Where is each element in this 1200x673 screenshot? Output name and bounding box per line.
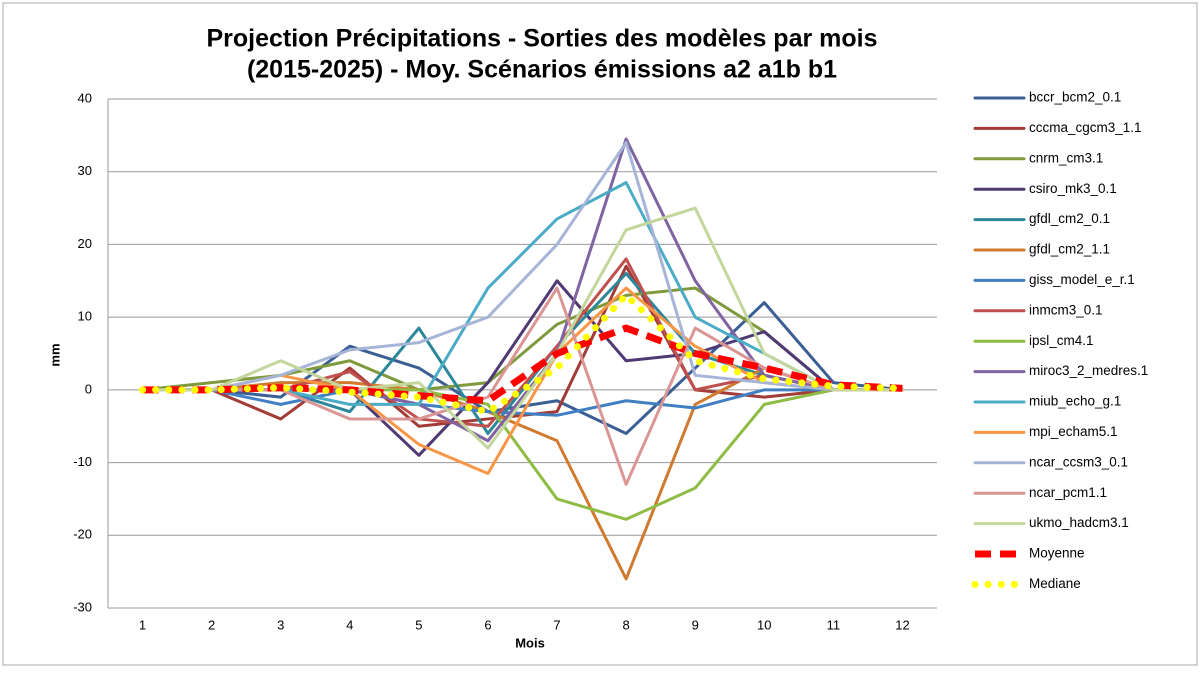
legend-label: bccr_bcm2_0.1	[1029, 90, 1121, 105]
x-tick-label: 2	[208, 617, 215, 632]
y-tick-label: 0	[85, 381, 92, 396]
legend-label: gfdl_cm2_1.1	[1029, 242, 1110, 257]
series-line	[141, 206, 904, 450]
y-tick-label: 10	[78, 309, 92, 324]
y-axis-label: mm	[47, 343, 62, 366]
legend-label: inmcm3_0.1	[1029, 302, 1103, 317]
x-tick-label: 8	[623, 617, 630, 632]
legend-label: ncar_pcm1.1	[1029, 485, 1107, 500]
x-axis-label: Mois	[515, 635, 545, 650]
x-tick-label: 5	[415, 617, 422, 632]
legend-label: miroc3_2_medres.1	[1029, 363, 1148, 378]
y-tick-label: 30	[78, 163, 92, 178]
legend-label: ukmo_hadcm3.1	[1029, 515, 1129, 530]
x-tick-label: 4	[346, 617, 353, 632]
legend-label: ncar_ccsm3_0.1	[1029, 454, 1128, 469]
series-line	[141, 141, 904, 392]
legend-label: Mediane	[1029, 576, 1081, 591]
x-tick-label: 12	[895, 617, 909, 632]
y-tick-label: 40	[78, 90, 92, 105]
series-line	[142, 324, 903, 405]
chart-title: (2015-2025) - Moy. Scénarios émissions a…	[247, 56, 837, 84]
legend-label: ipsl_cm4.1	[1029, 333, 1094, 348]
series-line	[139, 291, 906, 416]
x-tick-label: 9	[692, 617, 699, 632]
x-tick-label: 1	[139, 617, 146, 632]
y-tick-label: -20	[73, 527, 92, 542]
legend-label: Moyenne	[1029, 546, 1085, 561]
chart-title: Projection Précipitations - Sorties des …	[206, 25, 877, 53]
legend-label: gfdl_cm2_0.1	[1029, 211, 1110, 226]
x-tick-label: 11	[827, 617, 841, 632]
x-tick-label: 6	[484, 617, 491, 632]
legend-label: cccma_cgcm3_1.1	[1029, 120, 1142, 135]
legend-label: mpi_echam5.1	[1029, 424, 1118, 439]
x-tick-label: 7	[553, 617, 560, 632]
series-line	[141, 301, 904, 435]
legend-label: giss_model_e_r.1	[1029, 272, 1135, 287]
legend-label: cnrm_cm3.1	[1029, 150, 1103, 165]
x-tick-label: 10	[757, 617, 771, 632]
legend-label: csiro_mk3_0.1	[1029, 181, 1117, 196]
y-tick-label: 20	[78, 236, 92, 251]
x-tick-label: 3	[277, 617, 284, 632]
y-tick-label: -30	[73, 599, 92, 614]
y-tick-label: -10	[73, 454, 92, 469]
legend-label: miub_echo_g.1	[1029, 394, 1121, 409]
